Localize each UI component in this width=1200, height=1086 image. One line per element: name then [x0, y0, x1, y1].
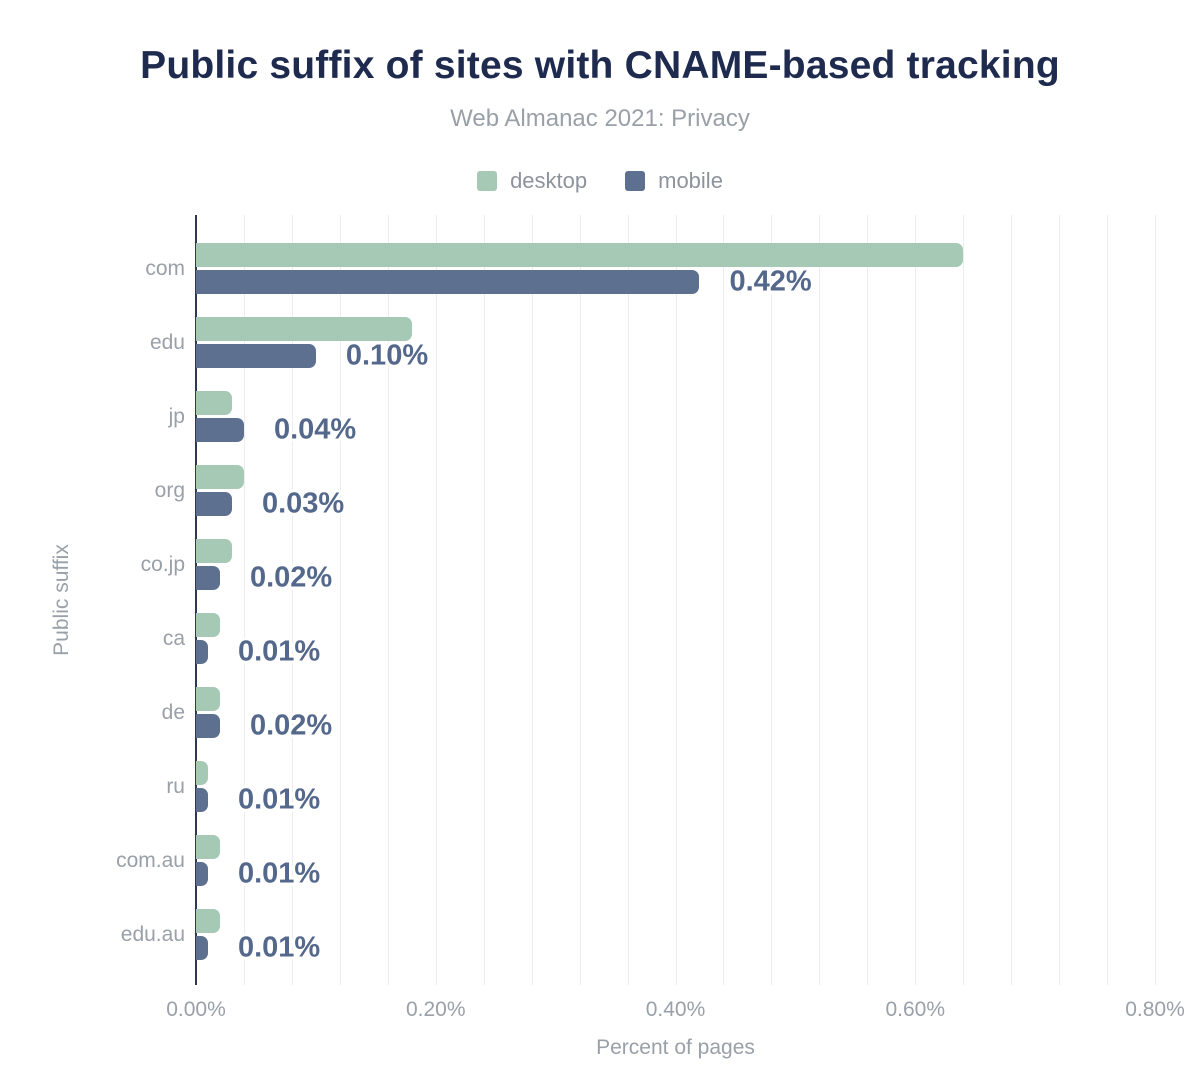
legend-item-desktop: desktop [477, 168, 587, 194]
gridline [723, 215, 725, 985]
desktop-bar [196, 613, 220, 637]
mobile-bar [196, 862, 208, 886]
mobile-bar [196, 788, 208, 812]
legend: desktop mobile [0, 168, 1200, 194]
bar-rows: com 0.42% edu 0.10% jp 0.04% org 0.03% co.jp 0.02… [116, 243, 1155, 983]
category-label: ru [166, 775, 185, 798]
x-tick-label: 0.40% [645, 998, 706, 1021]
gridline [675, 215, 677, 985]
mobile-bar [196, 714, 220, 738]
category-label: org [154, 479, 185, 502]
mobile-bar [196, 936, 208, 960]
mobile-bar [196, 492, 232, 516]
gridline [1059, 215, 1061, 985]
gridline [435, 215, 437, 985]
mobile-value-label: 0.02% [249, 561, 333, 594]
category-label: jp [168, 405, 185, 428]
legend-label-desktop: desktop [510, 168, 588, 193]
gridline [291, 215, 293, 985]
category-label: com.au [116, 849, 185, 872]
chart-row-edu.au: edu.au 0.01% [121, 909, 1155, 983]
gridline [483, 215, 485, 985]
chart-row-com.au: com.au 0.01% [116, 835, 1155, 909]
mobile-value-label: 0.01% [237, 857, 321, 890]
category-label: ca [162, 627, 185, 650]
category-label: edu.au [120, 923, 185, 946]
desktop-bar [196, 687, 220, 711]
category-label: com [145, 257, 185, 280]
desktop-bar [196, 317, 412, 341]
gridline [771, 215, 773, 985]
desktop-bar [196, 243, 964, 267]
mobile-value-label: 0.01% [237, 931, 321, 964]
mobile-bar [196, 566, 220, 590]
gridline [243, 215, 245, 985]
category-label: edu [149, 331, 185, 354]
gridline [1155, 215, 1156, 985]
gridline [339, 215, 341, 985]
mobile-bar [196, 418, 244, 442]
gridline [963, 215, 965, 985]
x-axis-title: Percent of pages [596, 1036, 755, 1059]
mobile-bar [196, 640, 208, 664]
chart-row-com: com 0.42% [145, 243, 1155, 317]
chart-row-ca: ca 0.01% [163, 613, 1155, 687]
gridline [627, 215, 629, 985]
gridline [579, 215, 581, 985]
desktop-bar [196, 909, 220, 933]
plot-area: com 0.42% edu 0.10% jp 0.04% org 0.03% co.jp 0.02… [116, 215, 1156, 985]
mobile-value-label: 0.02% [249, 709, 333, 742]
x-tick-label: 0.20% [405, 998, 466, 1021]
desktop-swatch-icon [477, 171, 498, 191]
chart-row-ru: ru 0.01% [166, 761, 1155, 835]
gridline [867, 215, 869, 985]
chart-row-edu: edu 0.10% [150, 317, 1155, 391]
desktop-bar [196, 465, 244, 489]
chart-row-de: de 0.02% [162, 687, 1155, 761]
x-axis-ticks: 0.00% 0.20% 0.40% 0.60% 0.80% [166, 998, 1185, 1026]
chart-row-co.jp: co.jp 0.02% [141, 539, 1155, 613]
chart-row-jp: jp 0.04% [169, 391, 1155, 465]
mobile-bar [196, 270, 700, 294]
category-label: co.jp [140, 553, 185, 576]
mobile-swatch-icon [625, 171, 646, 191]
mobile-value-label: 0.01% [237, 635, 321, 668]
desktop-bar [196, 761, 208, 785]
desktop-bar [196, 391, 232, 415]
category-label: de [161, 701, 185, 724]
gridline [819, 215, 821, 985]
legend-label-mobile: mobile [658, 168, 723, 193]
mobile-value-label: 0.10% [345, 339, 429, 372]
mobile-value-label: 0.04% [273, 413, 357, 446]
desktop-bar [196, 835, 220, 859]
mobile-value-label: 0.03% [261, 487, 345, 520]
gridline [1107, 215, 1109, 985]
gridline [915, 215, 917, 985]
chart-row-org: org 0.03% [155, 465, 1155, 539]
y-axis-title: Public suffix [50, 544, 73, 656]
x-tick-label: 0.80% [1125, 998, 1185, 1021]
x-tick-label: 0.00% [166, 998, 226, 1021]
chart-title: Public suffix of sites with CNAME-based … [140, 44, 1060, 87]
mobile-bar [196, 344, 316, 368]
mobile-value-label: 0.01% [237, 783, 321, 816]
chart-subtitle: Web Almanac 2021: Privacy [450, 105, 750, 132]
y-axis-line [195, 215, 197, 985]
gridline [387, 215, 389, 985]
x-tick-label: 0.60% [885, 998, 946, 1021]
legend-item-mobile: mobile [625, 168, 723, 194]
mobile-value-label: 0.42% [729, 265, 812, 298]
desktop-bar [196, 539, 232, 563]
gridline [1011, 215, 1013, 985]
gridline [531, 215, 533, 985]
